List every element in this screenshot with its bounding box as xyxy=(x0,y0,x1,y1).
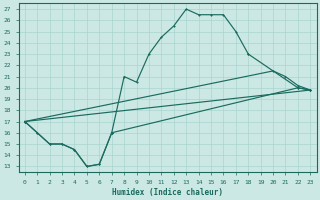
X-axis label: Humidex (Indice chaleur): Humidex (Indice chaleur) xyxy=(112,188,223,197)
